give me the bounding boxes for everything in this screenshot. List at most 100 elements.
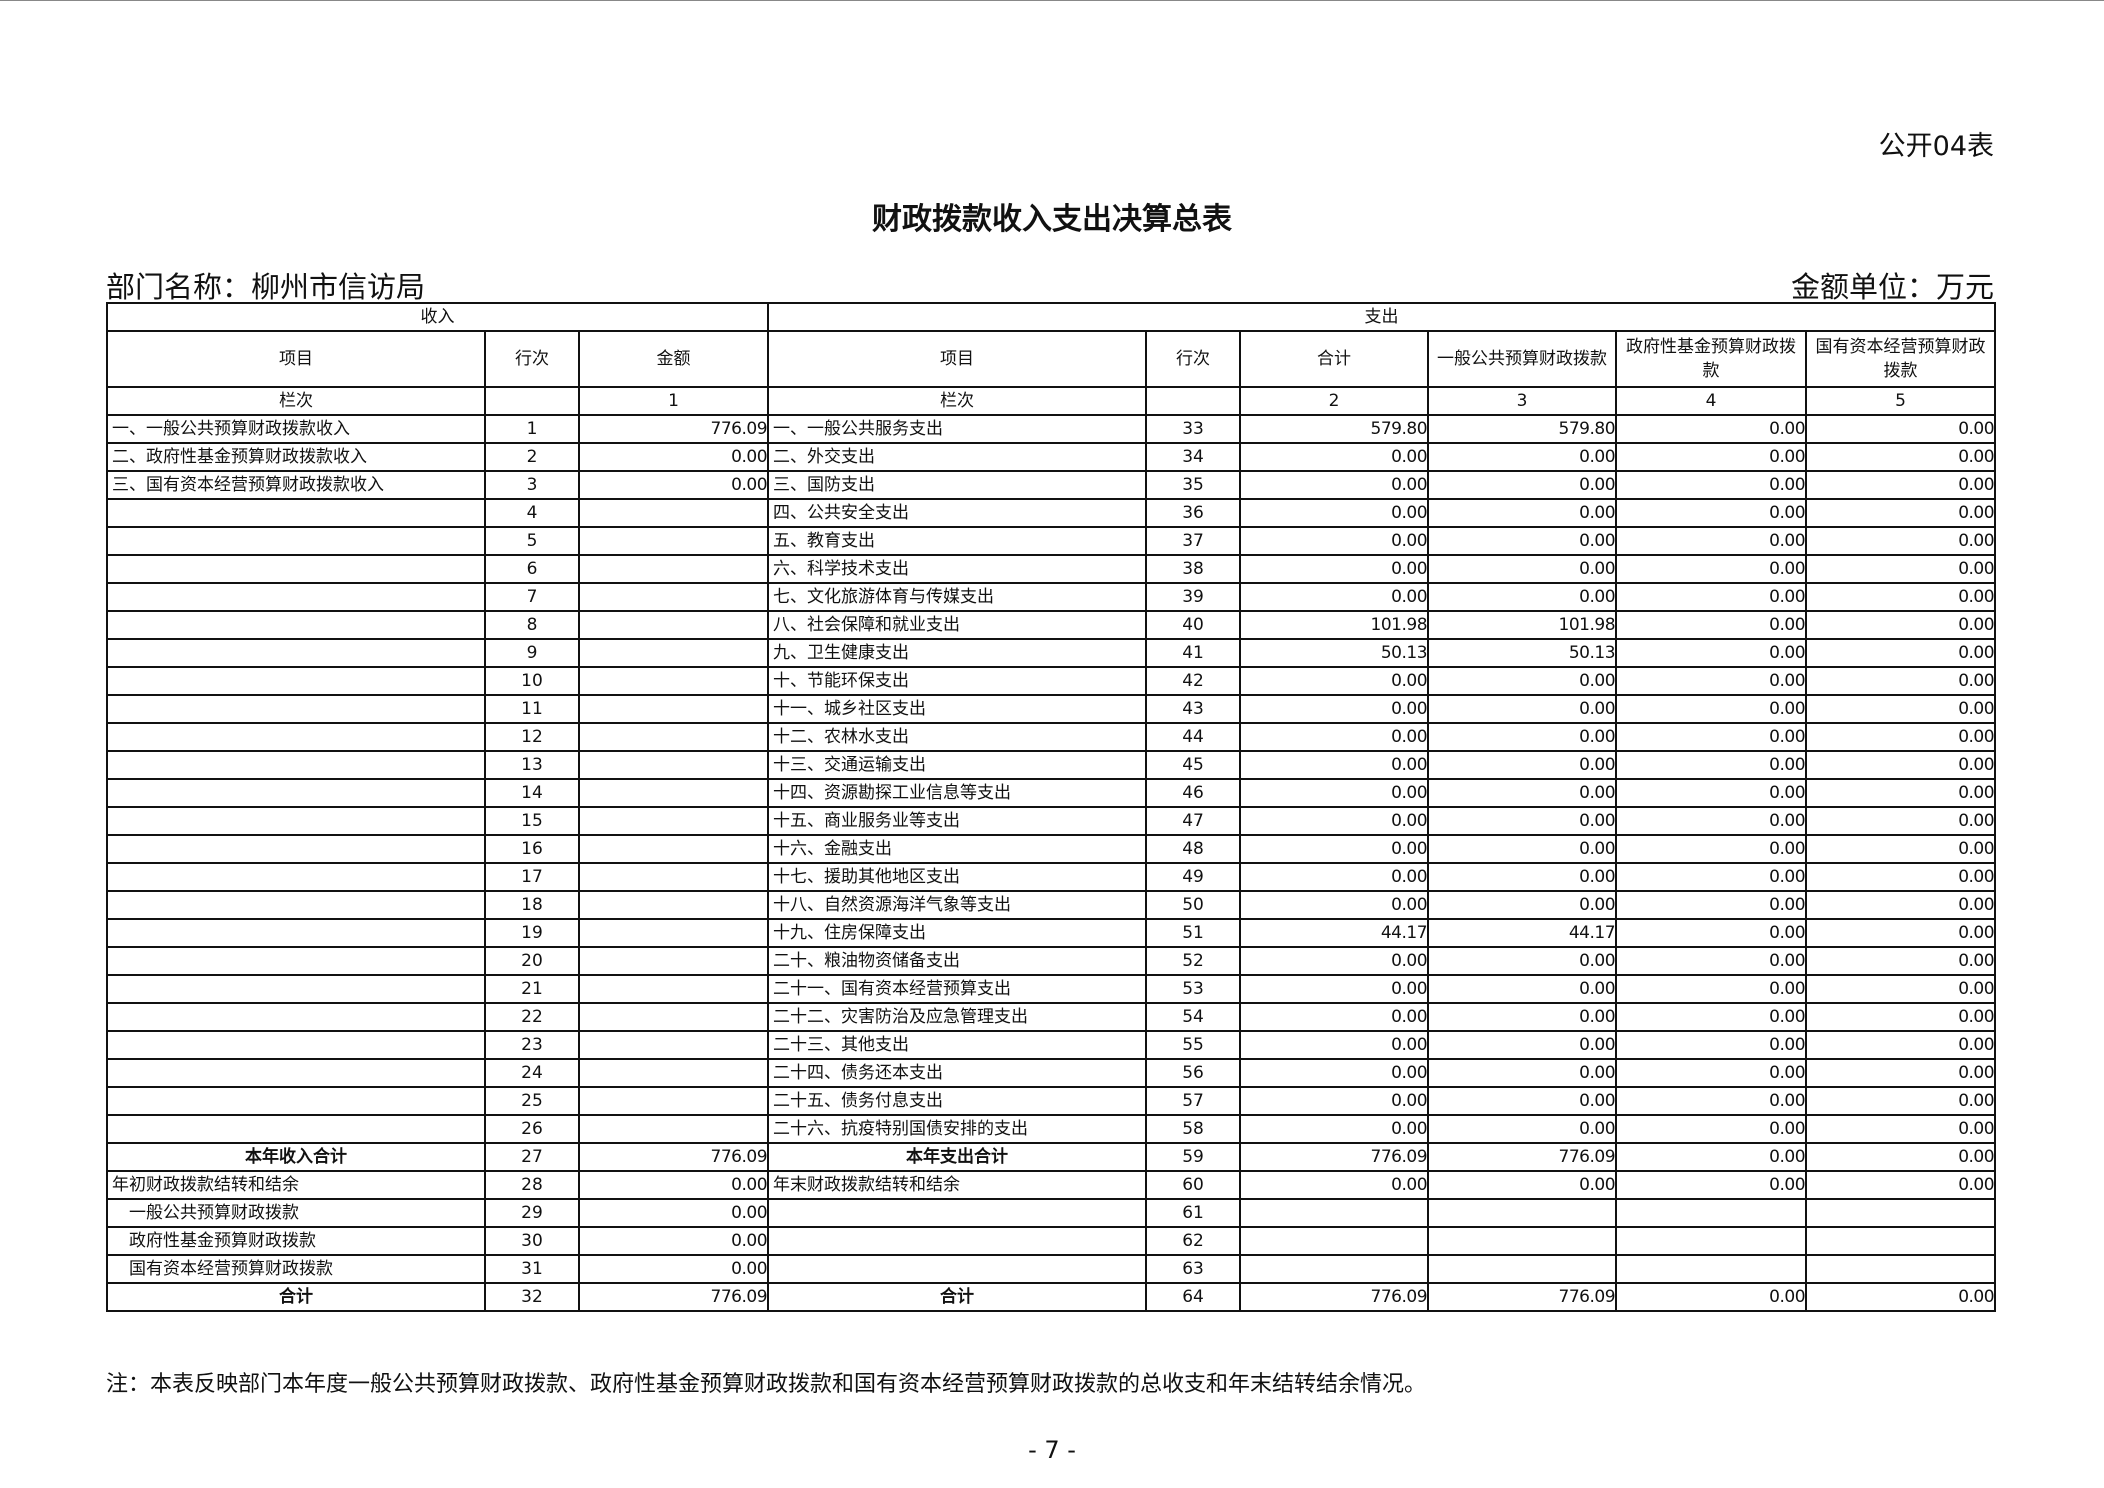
amount-cell: 0.00 (1615, 1086, 1808, 1116)
amount-cell: 0.00 (1427, 470, 1618, 500)
item-cell: 二十三、其他支出 (767, 1030, 1148, 1060)
amount-cell: 776.09 (1427, 1142, 1618, 1172)
amount-cell: 101.98 (1239, 610, 1430, 640)
table-row: 24 二十四、债务还本支出 56 0.00 0.00 0.00 0.00 (106, 1058, 1997, 1088)
item-cell: 年初财政拨款结转和结余 (106, 1170, 486, 1200)
table-row: 11 十一、城乡社区支出 43 0.00 0.00 0.00 0.00 (106, 694, 1997, 724)
amount-cell: 0.00 (1427, 1058, 1618, 1088)
amount-cell: 0.00 (1427, 498, 1618, 528)
line-number-cell: 36 (1145, 498, 1242, 528)
line-number-cell: 61 (1145, 1198, 1242, 1228)
amount-cell (577, 1002, 770, 1032)
line-number-cell: 29 (484, 1198, 580, 1228)
item-cell: 十七、援助其他地区支出 (767, 862, 1148, 892)
item-cell: 五、教育支出 (767, 526, 1148, 556)
line-number-cell: 11 (484, 694, 580, 724)
table-row: 4 四、公共安全支出 36 0.00 0.00 0.00 0.00 (106, 498, 1997, 528)
item-cell: 十四、资源勘探工业信息等支出 (767, 778, 1148, 808)
item-cell (106, 1086, 486, 1116)
line-number-cell: 55 (1145, 1030, 1242, 1060)
amount-cell: 0.00 (1615, 1002, 1808, 1032)
item-cell (106, 1058, 486, 1088)
amount-cell: 0.00 (1615, 918, 1808, 948)
amount-cell: 0.00 (1239, 1086, 1430, 1116)
item-cell (106, 694, 486, 724)
amount-cell: 0.00 (1427, 834, 1618, 864)
amount-cell (577, 918, 770, 948)
amount-cell: 0.00 (1805, 1282, 1997, 1312)
table-row: 12 十二、农林水支出 44 0.00 0.00 0.00 0.00 (106, 722, 1997, 752)
amount-cell: 0.00 (1239, 442, 1430, 472)
amount-cell: 776.09 (577, 1282, 770, 1312)
item-cell: 二十二、灾害防治及应急管理支出 (767, 1002, 1148, 1032)
line-number-cell: 33 (1145, 414, 1242, 444)
table-row: 合计 32 776.09 合计 64 776.09 776.09 0.00 0.00 (106, 1282, 1997, 1312)
item-cell: 二、政府性基金预算财政拨款收入 (106, 442, 486, 472)
amount-cell (577, 890, 770, 920)
amount-cell: 0.00 (1805, 862, 1997, 892)
item-cell: 二十六、抗疫特别国债安排的支出 (767, 1114, 1148, 1144)
amount-cell: 0.00 (1805, 946, 1997, 976)
item-cell: 三、国有资本经营预算财政拨款收入 (106, 470, 486, 500)
item-cell: 十一、城乡社区支出 (767, 694, 1148, 724)
item-cell (106, 1030, 486, 1060)
line-number-cell: 42 (1145, 666, 1242, 696)
amount-cell: 0.00 (1239, 1114, 1430, 1144)
amount-cell: 776.09 (1239, 1142, 1430, 1172)
line-number-cell: 56 (1145, 1058, 1242, 1088)
amount-cell (577, 666, 770, 696)
department-name: 部门名称：柳州市信访局 (106, 270, 426, 304)
item-cell (106, 638, 486, 668)
amount-cell: 0.00 (1427, 974, 1618, 1004)
amount-cell: 0.00 (1239, 470, 1430, 500)
page-edge (0, 0, 2104, 1)
line-number-cell: 20 (484, 946, 580, 976)
amount-cell: 0.00 (1615, 1030, 1808, 1060)
item-cell: 十九、住房保障支出 (767, 918, 1148, 948)
line-number-cell: 59 (1145, 1142, 1242, 1172)
column-index: 2 (1239, 386, 1430, 416)
line-number-cell: 64 (1145, 1282, 1242, 1312)
amount-cell: 0.00 (1427, 722, 1618, 752)
item-cell (106, 722, 486, 752)
item-cell: 十三、交通运输支出 (767, 750, 1148, 780)
amount-cell: 0.00 (1805, 918, 1997, 948)
amount-cell: 0.00 (1239, 498, 1430, 528)
amount-cell: 0.00 (577, 442, 770, 472)
table-row: 7 七、文化旅游体育与传媒支出 39 0.00 0.00 0.00 0.00 (106, 582, 1997, 612)
column-index: 栏次 (106, 386, 486, 416)
amount-cell: 0.00 (1805, 974, 1997, 1004)
amount-cell (577, 834, 770, 864)
amount-cell: 0.00 (1615, 834, 1808, 864)
table-row: 19 十九、住房保障支出 51 44.17 44.17 0.00 0.00 (106, 918, 1997, 948)
column-index: 5 (1805, 386, 1997, 416)
item-cell: 合计 (106, 1282, 486, 1312)
amount-cell: 0.00 (1615, 1142, 1808, 1172)
amount-cell (1805, 1198, 1997, 1228)
line-number-cell: 24 (484, 1058, 580, 1088)
line-number-cell: 58 (1145, 1114, 1242, 1144)
amount-cell: 0.00 (1239, 526, 1430, 556)
amount-cell (1239, 1198, 1430, 1228)
table-row: 16 十六、金融支出 48 0.00 0.00 0.00 0.00 (106, 834, 1997, 864)
item-cell: 合计 (767, 1282, 1148, 1312)
amount-cell: 0.00 (1615, 1058, 1808, 1088)
table-row: 14 十四、资源勘探工业信息等支出 46 0.00 0.00 0.00 0.00 (106, 778, 1997, 808)
line-number-cell: 38 (1145, 554, 1242, 584)
amount-cell: 776.09 (1427, 1282, 1618, 1312)
line-number-cell: 4 (484, 498, 580, 528)
item-cell (106, 806, 486, 836)
amount-cell: 0.00 (1805, 778, 1997, 808)
amount-cell (1427, 1254, 1618, 1284)
column-header: 国有资本经营预算财政拨款 (1805, 330, 1997, 388)
amount-cell: 0.00 (1239, 750, 1430, 780)
amount-cell: 0.00 (1427, 750, 1618, 780)
line-number-cell: 23 (484, 1030, 580, 1060)
amount-cell: 0.00 (1427, 694, 1618, 724)
table-row: 10 十、节能环保支出 42 0.00 0.00 0.00 0.00 (106, 666, 1997, 696)
table-row: 一、一般公共预算财政拨款收入 1 776.09 一、一般公共服务支出 33 579.80 5… (106, 414, 1997, 444)
line-number-cell: 34 (1145, 442, 1242, 472)
amount-cell: 0.00 (1239, 778, 1430, 808)
item-cell: 二、外交支出 (767, 442, 1148, 472)
amount-cell: 0.00 (1615, 498, 1808, 528)
